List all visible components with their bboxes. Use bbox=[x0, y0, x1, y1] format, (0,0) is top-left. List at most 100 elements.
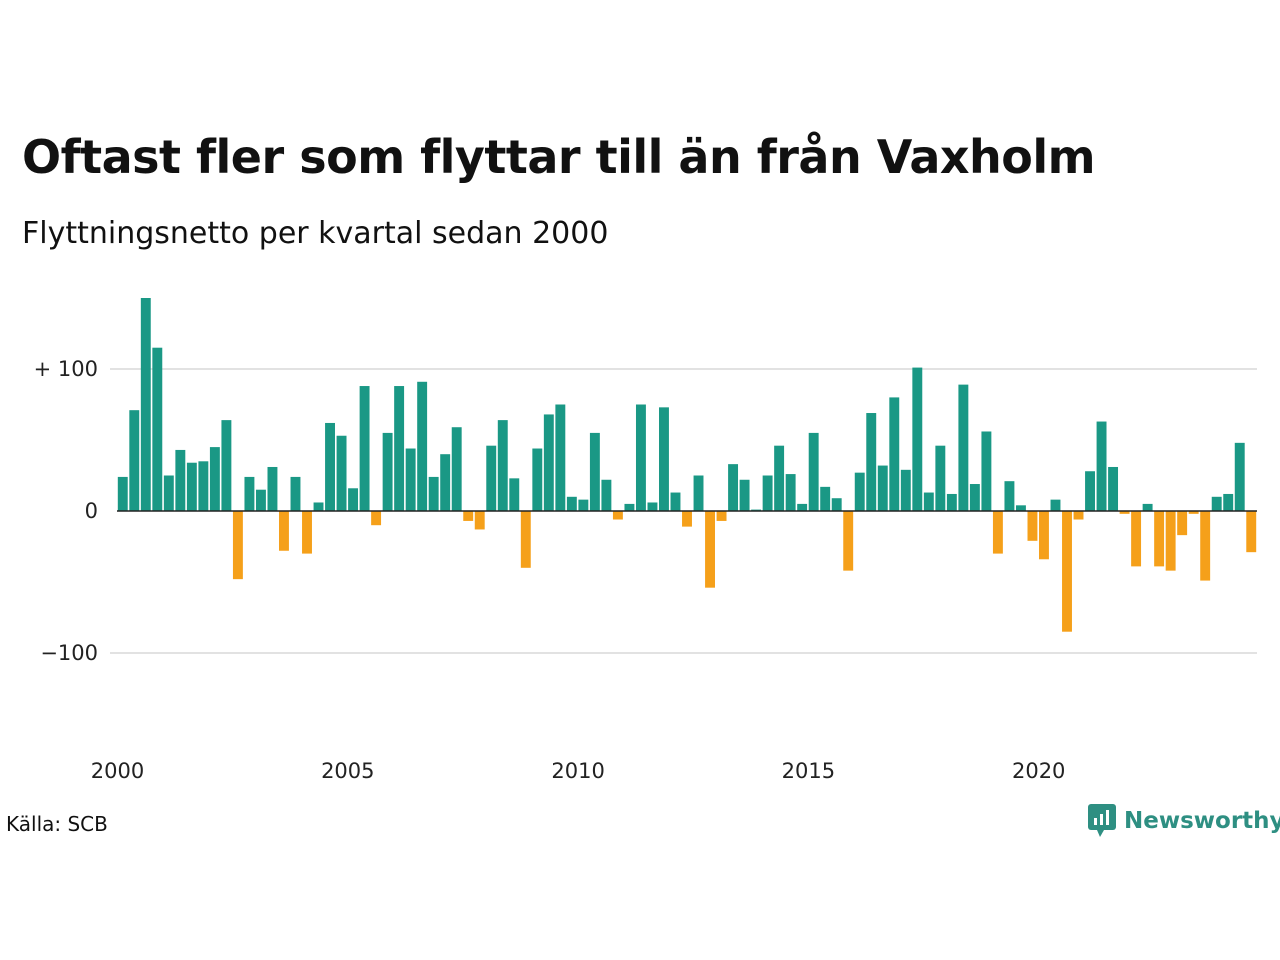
bar bbox=[209, 447, 220, 511]
x-tick-label: 2005 bbox=[321, 759, 374, 783]
bar bbox=[359, 386, 370, 511]
bar bbox=[198, 461, 209, 511]
bar bbox=[1131, 511, 1142, 567]
bar bbox=[302, 511, 312, 554]
bar bbox=[693, 475, 704, 511]
bar bbox=[1096, 421, 1107, 511]
bar bbox=[1119, 511, 1130, 514]
bar bbox=[417, 381, 428, 511]
bar bbox=[1085, 471, 1095, 511]
bar bbox=[958, 384, 969, 511]
bar bbox=[394, 386, 405, 511]
bar bbox=[532, 448, 543, 511]
bar bbox=[336, 435, 347, 511]
bar bbox=[1004, 481, 1015, 511]
bar bbox=[923, 492, 934, 511]
bar bbox=[612, 511, 623, 520]
x-tick-label: 2020 bbox=[1012, 759, 1065, 783]
axes: + 100 0 −100 2000 2005 2010 2015 2020 bbox=[34, 357, 1257, 783]
bar bbox=[1211, 496, 1222, 511]
bar bbox=[659, 407, 669, 511]
bar bbox=[497, 420, 508, 511]
bar bbox=[1039, 511, 1049, 560]
chart-title: Oftast fler som flyttar till än från Vax… bbox=[22, 130, 1096, 184]
brand-logo[interactable]: Newsworthy bbox=[1088, 804, 1280, 838]
bar bbox=[1154, 511, 1165, 567]
newsworthy-logo-icon bbox=[1088, 804, 1116, 837]
bar bbox=[889, 397, 900, 511]
bar bbox=[1246, 511, 1257, 553]
y-tick-label: −100 bbox=[40, 641, 98, 665]
bar bbox=[371, 511, 382, 526]
bar bbox=[1073, 511, 1084, 520]
bar bbox=[624, 503, 635, 511]
bar bbox=[1177, 511, 1188, 536]
bar bbox=[163, 475, 174, 511]
x-tick-label: 2000 bbox=[91, 759, 144, 783]
bar bbox=[831, 498, 842, 511]
bar bbox=[716, 511, 727, 521]
y-tick-label: + 100 bbox=[34, 357, 98, 381]
bar bbox=[221, 420, 232, 511]
bar bbox=[1223, 493, 1234, 511]
bar bbox=[313, 502, 324, 511]
bar bbox=[785, 474, 796, 511]
bar bbox=[774, 445, 785, 511]
bar bbox=[186, 462, 197, 511]
bar bbox=[129, 410, 140, 511]
bar bbox=[290, 476, 301, 511]
bar bbox=[1200, 511, 1211, 581]
bar bbox=[428, 476, 439, 511]
bar bbox=[946, 493, 957, 511]
bar bbox=[440, 454, 451, 511]
bar bbox=[820, 486, 831, 511]
bar bbox=[543, 414, 554, 511]
bar bbox=[992, 511, 1003, 554]
bar bbox=[279, 511, 289, 551]
bar bbox=[866, 413, 877, 511]
bar bbox=[1165, 511, 1176, 571]
bar bbox=[670, 492, 681, 511]
bar bbox=[1142, 503, 1153, 511]
bar bbox=[348, 488, 359, 511]
bar bbox=[935, 445, 946, 511]
bar bbox=[1234, 442, 1245, 511]
bar bbox=[405, 448, 416, 511]
bar bbox=[797, 503, 808, 511]
bar bbox=[981, 431, 992, 511]
bar bbox=[877, 465, 888, 511]
bar bbox=[1015, 505, 1026, 511]
bar bbox=[912, 367, 923, 511]
bar bbox=[244, 476, 255, 511]
y-tick-label: 0 bbox=[85, 499, 98, 523]
bar bbox=[232, 511, 243, 580]
bar bbox=[474, 511, 485, 530]
bar bbox=[566, 496, 577, 511]
bar bbox=[969, 484, 980, 511]
bar bbox=[635, 404, 646, 511]
bar bbox=[762, 475, 773, 511]
bar bbox=[1108, 466, 1119, 511]
bar bbox=[705, 511, 715, 588]
bar bbox=[578, 499, 589, 511]
bar bbox=[843, 511, 854, 571]
bar bbox=[267, 466, 278, 511]
bar bbox=[589, 432, 600, 511]
bar bbox=[1050, 499, 1061, 511]
bar bbox=[555, 404, 566, 511]
bar bbox=[682, 511, 692, 527]
bar bbox=[601, 479, 612, 511]
bar bbox=[152, 347, 163, 511]
bar bbox=[140, 298, 151, 511]
bar bbox=[854, 472, 865, 511]
source-note: Källa: SCB bbox=[6, 812, 108, 836]
bar bbox=[1188, 511, 1199, 514]
bar bbox=[255, 489, 266, 511]
bar bbox=[463, 511, 474, 521]
chart-subtitle: Flyttningsnetto per kvartal sedan 2000 bbox=[22, 216, 609, 251]
bar bbox=[1062, 511, 1072, 632]
bar bbox=[117, 476, 128, 511]
bar bbox=[382, 432, 393, 511]
bar bbox=[509, 478, 520, 511]
